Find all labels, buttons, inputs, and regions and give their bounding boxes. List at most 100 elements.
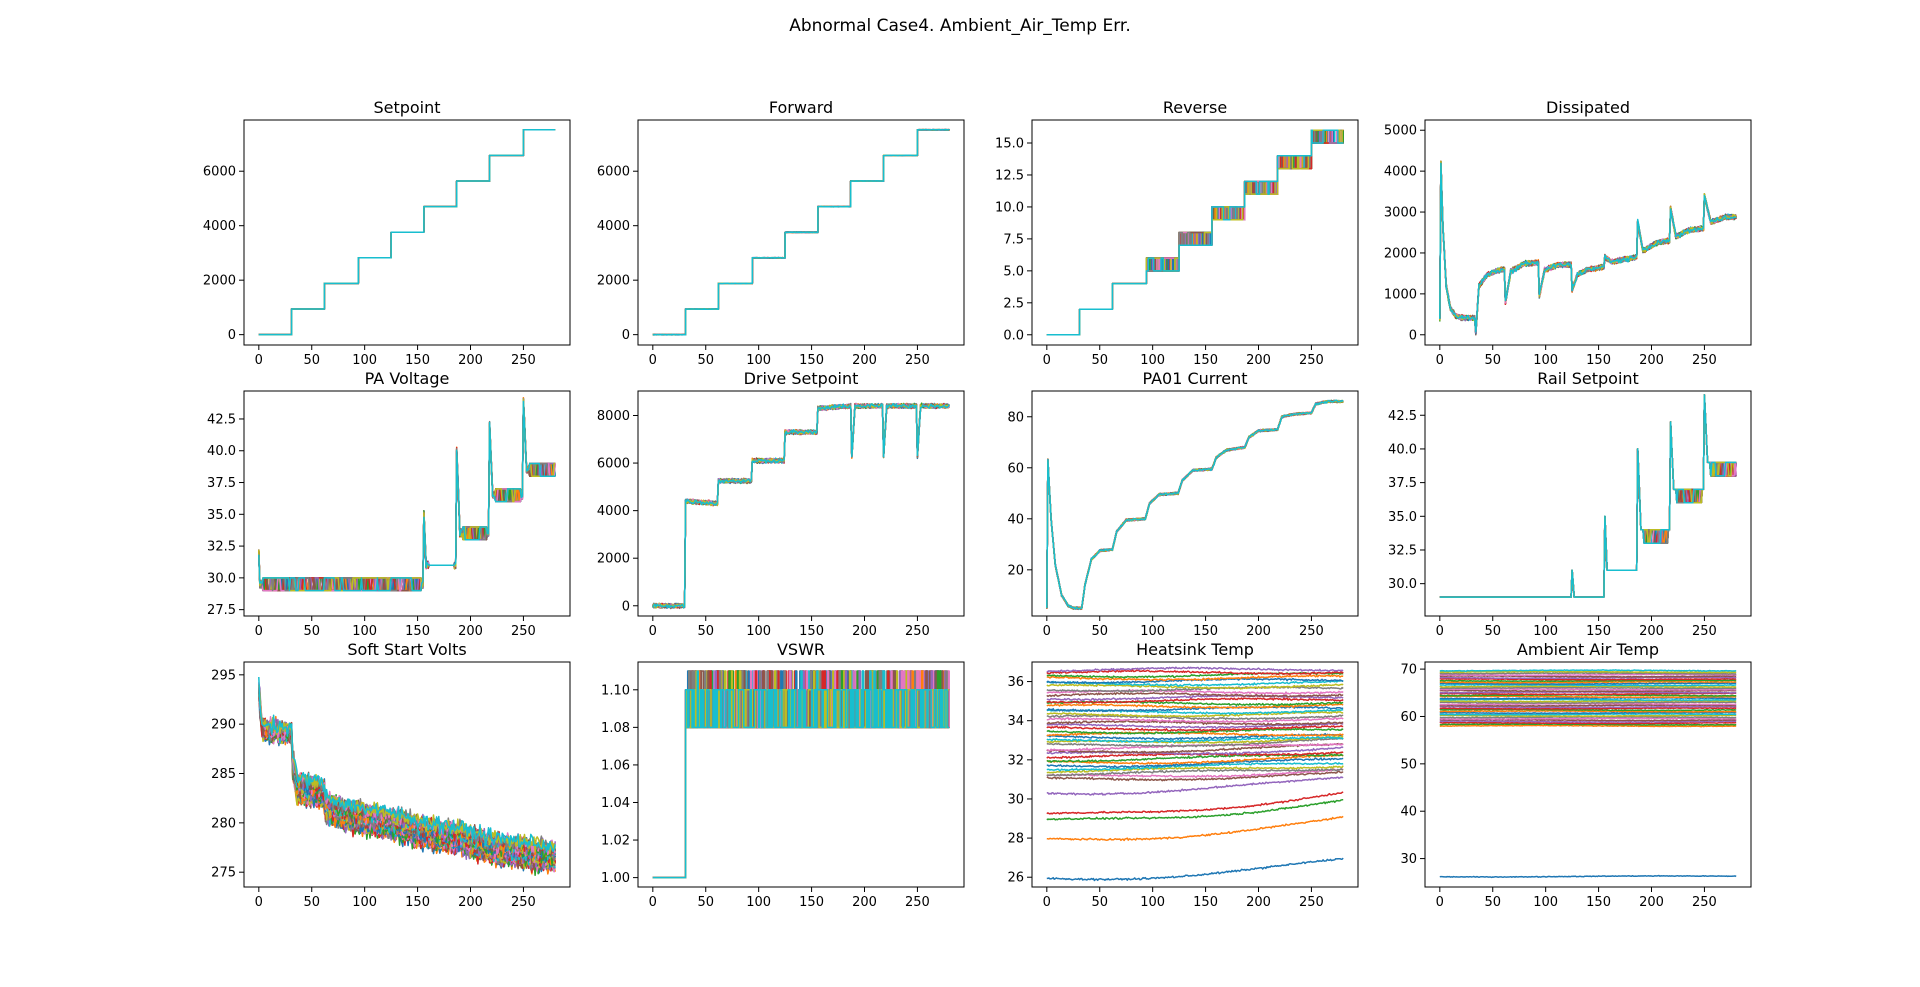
series-line (1439, 161, 1737, 334)
series-group (258, 676, 556, 877)
series-line (1046, 399, 1344, 610)
y-tick-label: 4000 (597, 219, 630, 234)
y-tick-label: 0 (228, 328, 236, 343)
series-line (1046, 399, 1344, 610)
series-line (1046, 669, 1344, 676)
subplot-rail-setpoint: 0 50 100 150 200 250 30.0 32.5 35.0 37.5 40.0 42.5 R… (1388, 369, 1752, 639)
y-tick-label: 4000 (203, 219, 236, 234)
series-line (1439, 160, 1737, 331)
series-line (1439, 161, 1737, 335)
series-line (1439, 160, 1737, 333)
x-tick-label: 150 (799, 353, 824, 368)
series-line (1439, 695, 1737, 699)
x-tick-label: 150 (405, 895, 430, 910)
series-line (1439, 685, 1737, 688)
y-tick-label: 50 (1400, 757, 1417, 772)
series-line (1046, 399, 1344, 609)
series-line (1046, 400, 1344, 610)
x-tick-label: 200 (1246, 624, 1271, 639)
x-tick-label: 100 (352, 624, 377, 639)
x-tick-label: 250 (1692, 895, 1717, 910)
series-line (1046, 683, 1344, 690)
series-line (1046, 722, 1344, 729)
y-tick-label: 6000 (597, 165, 630, 180)
y-tick-label: 27.5 (207, 603, 236, 618)
series-line (1046, 129, 1344, 336)
y-tick-label: 34 (1007, 714, 1024, 729)
series-line (1046, 791, 1344, 815)
x-tick-label: 50 (303, 353, 320, 368)
x-tick-label: 200 (1639, 624, 1664, 639)
subplot-title: Heatsink Temp (1136, 640, 1254, 659)
y-tick-label: 60 (1400, 710, 1417, 725)
series-line (1439, 161, 1737, 334)
series-line (1046, 400, 1344, 610)
subplot-title: Forward (769, 98, 833, 117)
series-line (1439, 160, 1737, 335)
series-line (1439, 724, 1737, 728)
series-line (1046, 857, 1344, 882)
series-line (258, 129, 556, 336)
series-line (1046, 400, 1344, 610)
x-tick-label: 0 (255, 895, 263, 910)
series-line (1046, 691, 1344, 698)
series-line (1439, 712, 1737, 716)
y-tick-label: 2.5 (1003, 296, 1024, 311)
series-line (1046, 753, 1344, 763)
series-line (1046, 776, 1344, 796)
y-tick-label: 42.5 (1388, 409, 1417, 424)
axes-frame (1424, 390, 1752, 617)
series-line (1046, 754, 1344, 765)
x-tick-label: 150 (799, 895, 824, 910)
x-tick-label: 50 (303, 895, 320, 910)
subplot-title: PA01 Current (1142, 369, 1247, 388)
series-line (1046, 399, 1344, 610)
y-tick-label: 12.5 (995, 168, 1024, 183)
series-line (1046, 400, 1344, 610)
series-line (1439, 162, 1737, 335)
series-line (1046, 400, 1344, 610)
subplot-title: VSWR (777, 640, 825, 659)
series-line (1439, 680, 1737, 684)
y-tick-label: 30 (1007, 792, 1024, 807)
series-line (1046, 400, 1344, 610)
series-group (652, 128, 950, 336)
series-line (1046, 710, 1344, 718)
y-tick-label: 2000 (203, 274, 236, 289)
series-line (1046, 400, 1344, 610)
x-tick-label: 0 (1436, 624, 1444, 639)
series-line (1046, 399, 1344, 610)
series-line (1439, 161, 1737, 334)
series-line (1046, 399, 1344, 610)
y-tick-label: 15.0 (995, 137, 1024, 152)
series-line (1046, 399, 1344, 611)
x-tick-label: 200 (1246, 353, 1271, 368)
x-tick-label: 250 (1299, 353, 1324, 368)
x-tick-label: 200 (1639, 353, 1664, 368)
figure-suptitle: Abnormal Case4. Ambient_Air_Temp Err. (789, 16, 1131, 36)
series-line (1439, 162, 1737, 334)
subplot-drive-setpoint: 0 50 100 150 200 250 0 2000 4000 6000 8000 Drive Se… (597, 369, 965, 639)
series-line (1439, 720, 1737, 723)
y-tick-label: 4000 (1384, 165, 1417, 180)
subplot-ambient-air-temp: 0 50 100 150 200 250 30 40 50 60 70 Ambient Air Tem… (1400, 640, 1752, 910)
y-tick-label: 280 (211, 816, 236, 831)
series-line (1046, 694, 1344, 702)
y-tick-label: 40.0 (207, 444, 236, 459)
x-tick-label: 50 (1484, 624, 1501, 639)
series-line (1046, 703, 1344, 709)
x-tick-label: 200 (1639, 895, 1664, 910)
y-tick-label: 20 (1007, 563, 1024, 578)
series-line (1046, 400, 1344, 610)
axes-frame (1031, 390, 1359, 617)
x-tick-label: 150 (1586, 353, 1611, 368)
x-tick-label: 250 (1299, 895, 1324, 910)
axes-frame (1031, 661, 1359, 888)
series-line (1046, 734, 1344, 744)
subplot-title: PA Voltage (365, 369, 450, 388)
y-tick-label: 32.5 (1388, 543, 1417, 558)
x-tick-label: 150 (1586, 895, 1611, 910)
series-line (1439, 164, 1737, 334)
x-tick-label: 200 (852, 624, 877, 639)
series-line (1046, 725, 1344, 732)
